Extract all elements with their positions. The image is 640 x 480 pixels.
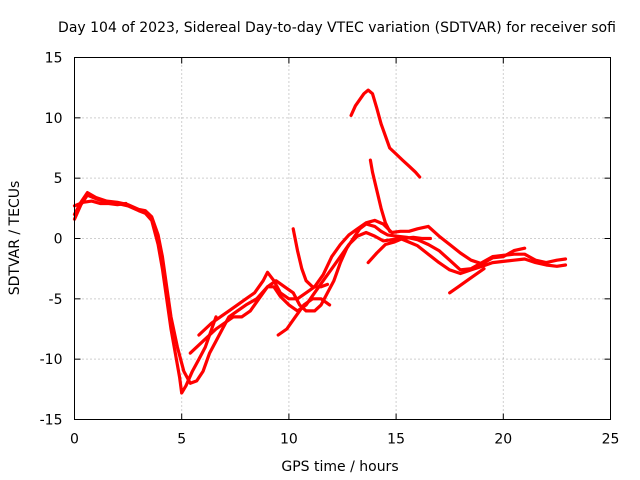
y-tick-label: 15	[45, 51, 63, 67]
x-tick-label: 15	[387, 432, 405, 448]
axis-ticks	[74, 57, 611, 420]
series-arc-3	[188, 230, 568, 355]
y-tick-labels: -15 -10 -5 0 5 10 15	[40, 51, 63, 429]
series-arc-9	[366, 235, 432, 265]
series-arc-10	[448, 267, 486, 295]
y-tick-label: -15	[40, 413, 63, 429]
series-arc-7	[349, 88, 422, 179]
y-tick-label: 0	[54, 232, 63, 248]
x-tick-label: 5	[177, 432, 186, 448]
x-tick-label: 0	[70, 432, 79, 448]
y-tick-label: 5	[54, 171, 63, 187]
x-tick-label: 10	[280, 432, 298, 448]
y-tick-label: -5	[49, 292, 63, 308]
y-tick-label: 10	[45, 111, 63, 127]
series-arc-1	[72, 193, 218, 395]
y-tick-label: -10	[40, 352, 63, 368]
x-tick-labels: 0 5 10 15 20 25	[70, 432, 619, 448]
chart-title: Day 104 of 2023, Sidereal Day-to-day VTE…	[58, 20, 616, 36]
series-arc-11	[72, 199, 128, 208]
series-arc-8	[368, 158, 392, 233]
series-arc-2	[72, 191, 568, 385]
y-axis-label: SDTVAR / TECUs	[7, 181, 23, 296]
data-series	[72, 88, 568, 395]
series-arc-5	[291, 227, 330, 289]
x-tick-label: 20	[494, 432, 512, 448]
series-arc-6	[276, 297, 332, 337]
x-axis-label: GPS time / hours	[281, 459, 398, 475]
x-tick-label: 25	[602, 432, 620, 448]
series-arc-4	[197, 218, 527, 337]
